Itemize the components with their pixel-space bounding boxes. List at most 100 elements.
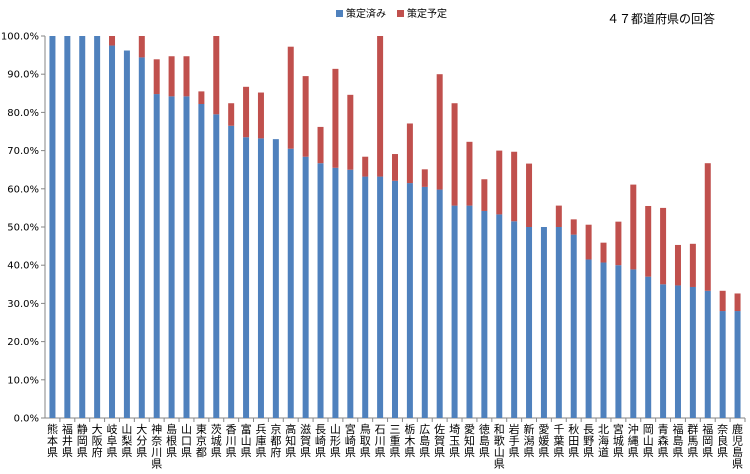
x-category-label: 茨城県 [211, 422, 222, 459]
x-category-label: 宮崎県 [345, 422, 356, 459]
bar-segment-completed [451, 205, 458, 418]
bar-segment-planned [317, 126, 324, 164]
bar-segment-planned [734, 293, 741, 312]
x-category-label: 愛知県 [464, 423, 475, 459]
bar-segment-planned [392, 154, 398, 181]
bar-segment-planned [615, 221, 622, 266]
bar-segment-planned [526, 163, 533, 227]
bar-segment-completed [436, 189, 443, 418]
x-category-label: 福島県 [672, 422, 683, 459]
bar-segment-completed [272, 139, 279, 418]
bar-segment-planned [228, 103, 235, 126]
x-category-label: 岩手県 [509, 422, 520, 459]
bar-segment-completed [228, 125, 235, 419]
bar-segment-planned [511, 151, 518, 222]
bar-segment-completed [526, 227, 533, 418]
bar-segment-completed [49, 36, 56, 418]
x-category-label: 佐賀県 [434, 422, 445, 459]
y-tick-label: 20.0% [7, 337, 39, 348]
bar-segment-completed [362, 176, 369, 418]
bar-segment-completed [615, 265, 622, 418]
bar-segment-completed [183, 96, 190, 418]
x-category-label: 青森県 [658, 423, 669, 459]
x-category-label: 山口県 [181, 423, 192, 459]
x-category-label: 広島県 [419, 423, 430, 459]
x-category-label: 愛媛県 [538, 423, 549, 459]
bar-segment-planned [153, 59, 160, 95]
x-category-label: 山形県 [330, 423, 341, 459]
bar-segment-completed [481, 210, 488, 418]
bar-segment-completed [540, 227, 547, 418]
bar-segment-planned [630, 184, 637, 270]
legend-label-planned: 策定予定 [407, 7, 447, 20]
bar-segment-completed [600, 262, 607, 418]
bar-segment-planned [496, 150, 503, 215]
x-category-label: 栃木県 [404, 422, 415, 459]
bar-segment-planned [243, 86, 250, 138]
bar-segment-completed [704, 290, 711, 418]
bar-segment-planned [585, 224, 592, 260]
x-category-label: 鹿児島県 [732, 422, 743, 471]
y-tick-label: 40.0% [7, 261, 39, 272]
bar-segment-completed [555, 227, 562, 418]
bar-segment-completed [168, 96, 175, 418]
bar-segment-completed [109, 45, 116, 419]
x-category-label: 静岡県 [77, 422, 88, 459]
bar-segment-planned [109, 36, 116, 46]
bar-segment-planned [689, 243, 696, 287]
bar-segment-completed [660, 284, 667, 418]
bar-segment-completed [302, 156, 309, 418]
legend-label-completed: 策定済み [346, 7, 386, 20]
x-category-label: 富山県 [241, 422, 252, 459]
bar-segment-planned [704, 163, 711, 291]
x-category-label: 長野県 [583, 423, 594, 459]
x-category-label: 福井県 [62, 422, 73, 459]
bar-segment-planned [600, 242, 607, 263]
bar-segment-completed [734, 311, 741, 418]
bar-segment-completed [511, 221, 518, 418]
bar-segment-planned [570, 219, 577, 235]
bar-segment-completed [153, 94, 160, 419]
bar-segment-completed [123, 50, 130, 419]
x-category-label: 宮城県 [613, 422, 624, 459]
x-category-label: 福岡県 [702, 422, 713, 459]
bar-segment-completed [332, 167, 339, 418]
x-category-label: 大分県 [136, 422, 147, 459]
bar-segment-planned [421, 169, 428, 187]
x-category-label: 大阪府 [92, 422, 103, 459]
x-category-label: 秋田県 [568, 422, 579, 459]
x-category-label: 東京都 [196, 423, 207, 459]
x-category-label: 長崎県 [315, 423, 326, 459]
x-category-label: 奈良県 [717, 422, 728, 459]
bar-segment-completed [287, 148, 294, 418]
x-category-label: 島根県 [166, 422, 177, 459]
bar-segment-planned [719, 290, 726, 312]
bar-segment-planned [213, 36, 220, 115]
x-category-label: 高知県 [285, 422, 296, 459]
bar-segment-completed [79, 36, 86, 418]
x-axis-labels: 熊本県福井県静岡県大阪府岐阜県山梨県大分県神奈川県島根県山口県東京都茨城県香川県… [47, 418, 746, 471]
bar-segment-completed [689, 286, 696, 418]
y-tick-label: 50.0% [7, 223, 39, 234]
bar-segment-completed [645, 276, 652, 418]
bar-segment-planned [257, 92, 264, 139]
bar-segment-planned [183, 56, 190, 97]
x-category-label: 徳島県 [479, 423, 490, 459]
y-tick-label: 70.0% [7, 146, 39, 157]
y-tick-label: 10.0% [7, 375, 39, 386]
x-category-label: 京都府 [270, 422, 281, 459]
x-category-label: 新潟県 [524, 422, 535, 459]
x-category-label: 山梨県 [121, 423, 132, 459]
bar-segment-completed [317, 163, 324, 418]
legend: 策定済み 策定予定 [336, 7, 447, 20]
bar-segment-completed [674, 285, 681, 418]
x-category-label: 香川県 [226, 423, 237, 459]
bar-segment-completed [585, 259, 592, 418]
x-category-label: 石川県 [375, 423, 386, 459]
bar-segment-planned [332, 68, 339, 168]
y-tick-label: 60.0% [7, 184, 39, 195]
bar-segment-completed [392, 180, 398, 418]
bar-segment-completed [377, 176, 384, 418]
bar-segment-planned [436, 74, 443, 190]
